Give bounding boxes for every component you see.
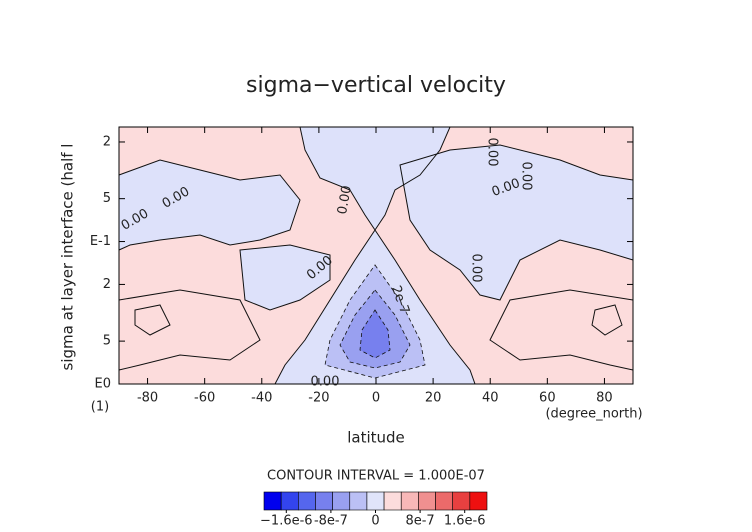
contour-line [118, 159, 301, 251]
contour-label: 0.00 [485, 138, 500, 167]
contour-field [118, 126, 634, 385]
y-units: (1) [91, 400, 109, 415]
contour-interval: CONTOUR INTERVAL = 1.000E-07 [267, 469, 485, 484]
contour-line [324, 264, 426, 379]
colorbar-swatch [263, 491, 282, 511]
colorbar-tick-label: −1.6e-6 [260, 514, 313, 529]
contour-line [118, 289, 261, 371]
contour-label: 0.00 [335, 184, 355, 215]
x-tick-label: 80 [596, 391, 613, 406]
y-tick-label: E-1 [90, 234, 111, 249]
x-tick-label: -60 [194, 391, 215, 406]
x-tick-label: -80 [137, 391, 158, 406]
contour-line [399, 144, 634, 301]
contour-label: 0.00 [469, 254, 484, 283]
x-tick-label: -20 [308, 391, 329, 406]
x-tick-label: 40 [482, 391, 499, 406]
colorbar-tick-label: 8e-7 [405, 514, 434, 529]
y-tick-label: 5 [103, 191, 111, 206]
negative-region [400, 145, 633, 300]
x-tick-label: 0 [372, 391, 380, 406]
colorbar-swatch [332, 491, 351, 511]
colorbar-swatch [315, 491, 333, 511]
x-units: (degree_north) [545, 407, 642, 422]
colorbar-swatch [452, 491, 471, 511]
x-axis-label: latitude [347, 429, 405, 447]
contour-label: 0.00 [519, 162, 534, 191]
colorbar-tick-label: -8e-7 [314, 514, 348, 529]
colorbar-tick-label: 0 [371, 514, 379, 529]
y-tick-label: E0 [95, 377, 112, 392]
y-tick-label: 2 [103, 277, 111, 292]
colorbar-swatch [418, 491, 436, 511]
x-tick-label: 60 [539, 391, 556, 406]
colorbar-swatch [366, 491, 385, 511]
y-tick-label: 5 [103, 334, 111, 349]
contour-line [591, 304, 623, 336]
negative-region [300, 127, 450, 230]
contour-line [489, 289, 634, 371]
contour-line [239, 244, 331, 311]
contour-label: 0.00 [311, 375, 340, 390]
y-axis-label: sigma at layer interface (half l [59, 144, 77, 371]
x-tick-label: 20 [425, 391, 442, 406]
colorbar-swatch [383, 491, 402, 511]
colorbar-swatch [469, 491, 488, 511]
colorbar-swatch [400, 491, 419, 511]
y-tick-label: 2 [103, 134, 111, 149]
contour-line [339, 289, 411, 369]
negative-region [240, 245, 330, 310]
contour-line [374, 126, 476, 385]
colorbar-swatch [280, 491, 299, 511]
colorbar-swatch [435, 491, 453, 511]
colorbar-tick-label: 1.6e-6 [444, 514, 486, 529]
x-tick-label: -40 [251, 391, 272, 406]
contour-line [359, 309, 391, 359]
colorbar-swatch [298, 491, 316, 511]
colorbar-swatch [349, 491, 368, 511]
chart-title: sigma−vertical velocity [246, 73, 506, 98]
negative-region [119, 160, 300, 250]
contour-line [134, 304, 171, 336]
